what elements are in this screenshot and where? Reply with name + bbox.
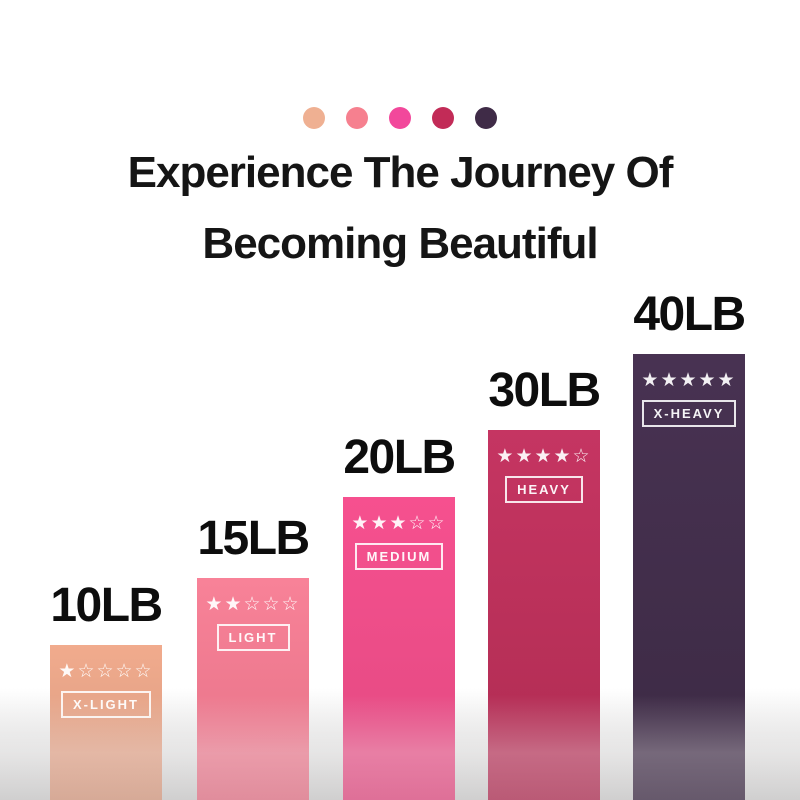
x-heavy-color-dot: [475, 107, 497, 129]
bar-body: ★★☆☆☆ LIGHT: [197, 578, 309, 800]
bar-weight-label: 10LB: [50, 579, 163, 632]
light-color-dot: [346, 107, 368, 129]
star-rating: ★★★★☆: [496, 446, 592, 467]
medium-color-dot: [389, 107, 411, 129]
bar-weight-label: 20LB: [343, 431, 456, 484]
page-title-line2: Becoming Beautiful: [202, 219, 598, 268]
bar-body: ★★★☆☆ MEDIUM: [343, 497, 455, 800]
level-tag: LIGHT: [216, 624, 290, 651]
star-rating: ★☆☆☆☆: [58, 661, 154, 682]
page-title-line1: Experience The Journey Of: [127, 148, 674, 197]
heavy-color-dot: [432, 107, 454, 129]
bar-weight-label: 40LB: [633, 288, 746, 341]
bar-10lb: 10LB ★☆☆☆☆ X-LIGHT: [50, 579, 163, 800]
star-rating: ★★★★★: [641, 370, 737, 391]
level-tag: MEDIUM: [354, 543, 444, 570]
page-title: Experience The Journey Of Becoming Beaut…: [0, 149, 800, 268]
bar-weight-label: 30LB: [488, 364, 601, 417]
level-tag: X-HEAVY: [641, 400, 737, 427]
bar-weight-label: 15LB: [197, 512, 310, 565]
star-rating: ★★☆☆☆: [205, 594, 301, 615]
bar-40lb: 40LB ★★★★★ X-HEAVY: [633, 288, 746, 800]
bar-15lb: 15LB ★★☆☆☆ LIGHT: [197, 512, 310, 800]
bar-30lb: 30LB ★★★★☆ HEAVY: [488, 364, 601, 800]
bar-body: ★☆☆☆☆ X-LIGHT: [50, 645, 162, 800]
level-tag: X-LIGHT: [61, 691, 151, 718]
bar-20lb: 20LB ★★★☆☆ MEDIUM: [343, 431, 456, 800]
level-tag: HEAVY: [505, 476, 583, 503]
x-light-color-dot: [303, 107, 325, 129]
star-rating: ★★★☆☆: [351, 513, 447, 534]
bar-body: ★★★★★ X-HEAVY: [633, 354, 745, 800]
bar-body: ★★★★☆ HEAVY: [488, 430, 600, 800]
palette-dots-row: [0, 107, 800, 129]
